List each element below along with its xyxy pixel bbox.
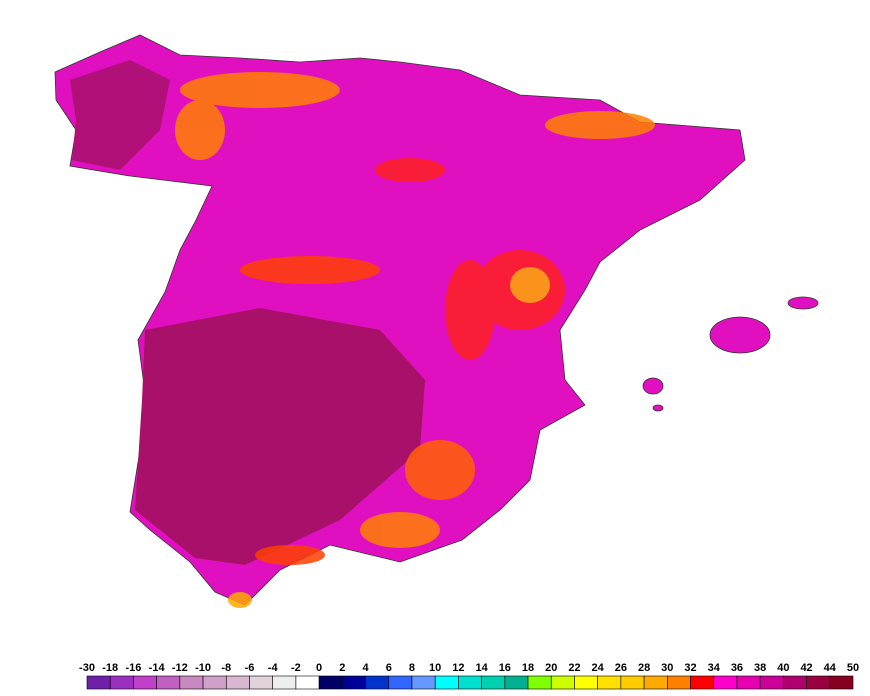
legend-swatch [202, 675, 227, 690]
legend-swatch [736, 675, 761, 690]
legend-swatch [620, 675, 645, 690]
legend-swatch [574, 675, 598, 690]
legend-swatch [388, 675, 413, 690]
legend-label: 36 [731, 662, 743, 674]
legend-label: -8 [221, 662, 231, 674]
legend-swatch [643, 675, 668, 690]
legend-swatch [550, 675, 575, 690]
legend-label: 4 [362, 662, 369, 674]
legend-swatch [179, 675, 204, 690]
legend-label: -30 [79, 662, 95, 674]
legend-label: 50 [847, 662, 859, 674]
legend-swatch [109, 675, 134, 690]
legend-swatch [434, 675, 459, 690]
legend-swatch [411, 675, 436, 690]
legend-label: 30 [661, 662, 673, 674]
legend-label: 2 [339, 662, 345, 674]
legend-label: 22 [568, 662, 580, 674]
legend-label: 38 [754, 662, 766, 674]
legend-swatch [272, 675, 297, 690]
legend-swatch [133, 675, 157, 690]
legend-label: 8 [409, 662, 415, 674]
legend-swatch [365, 675, 390, 690]
legend-label: -10 [195, 662, 211, 674]
legend-label: 26 [615, 662, 627, 674]
ibiza [642, 377, 664, 395]
legend-label: 6 [386, 662, 392, 674]
map [54, 34, 819, 608]
legend-label: -2 [291, 662, 301, 674]
legend-swatch [86, 675, 111, 690]
legend-label: -18 [102, 662, 118, 674]
legend-label: -12 [172, 662, 188, 674]
legend-label: -4 [268, 662, 279, 674]
legend-label: 44 [824, 662, 837, 674]
legend-swatch [806, 675, 831, 690]
legend-swatch [504, 675, 529, 690]
legend-swatch [783, 675, 807, 690]
legend-label: 0 [316, 662, 322, 674]
mallorca [709, 316, 771, 354]
legend-label: 16 [499, 662, 511, 674]
legend-swatch [713, 675, 738, 690]
hot-southwest [135, 308, 425, 565]
legend-swatch [527, 675, 552, 690]
legend-label: 18 [522, 662, 534, 674]
legend-swatch [249, 675, 273, 690]
legend-swatch [481, 675, 506, 690]
legend-label: 28 [638, 662, 650, 674]
legend-label: 42 [800, 662, 812, 674]
legend-label: 14 [475, 662, 488, 674]
legend-label: 10 [429, 662, 441, 674]
legend-label: 40 [777, 662, 789, 674]
legend-swatch [342, 675, 366, 690]
legend-label: 34 [708, 662, 721, 674]
legend-label: 12 [452, 662, 464, 674]
hot-northwest [70, 60, 170, 170]
legend-swatch [225, 675, 250, 690]
legend-swatch [597, 675, 622, 690]
menorca [787, 296, 819, 310]
legend-swatch [458, 675, 482, 690]
legend-swatch [759, 675, 784, 690]
legend-swatch [295, 675, 320, 690]
legend-label: -14 [149, 662, 166, 674]
legend-label: 24 [592, 662, 605, 674]
formentera [652, 404, 664, 412]
legend-swatch [318, 675, 343, 690]
legend: -30 -18 -16 -14 -12 -10 -8 -6 -4 -2 0 2 4 6 8 10 12 14 16 1… [79, 662, 859, 690]
legend-label: 20 [545, 662, 557, 674]
legend-label: 32 [684, 662, 696, 674]
cool-zones [175, 72, 655, 608]
legend-swatch [829, 675, 854, 690]
legend-label: -16 [125, 662, 141, 674]
legend-swatch [667, 675, 691, 690]
legend-label: -6 [245, 662, 255, 674]
legend-swatch [156, 675, 181, 690]
legend-swatch [690, 675, 715, 690]
